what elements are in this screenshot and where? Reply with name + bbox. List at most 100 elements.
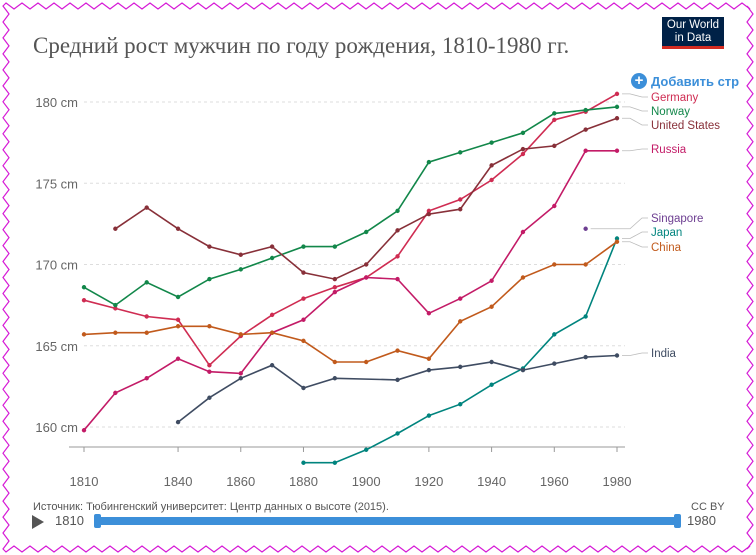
x-tick-label: 1900 <box>352 474 381 489</box>
x-tick-label: 1940 <box>477 474 506 489</box>
timeline-end-handle[interactable] <box>674 514 681 528</box>
series-line-china <box>83 241 618 363</box>
data-point-russia <box>238 371 243 376</box>
data-point-china <box>332 359 338 365</box>
data-point-india <box>458 364 463 370</box>
x-tick-label: 1960 <box>540 474 569 489</box>
data-point-china <box>363 359 369 365</box>
data-point-india <box>583 354 588 360</box>
data-point-germany <box>144 314 149 319</box>
data-point-japan <box>614 236 620 241</box>
data-point-russia <box>614 148 620 153</box>
data-point-united-states <box>395 228 400 233</box>
series-line-germany <box>83 93 618 367</box>
series-line-united-states <box>114 117 618 280</box>
legend-label-singapore: Singapore <box>651 213 703 225</box>
timeline-track[interactable] <box>96 517 678 525</box>
data-point-russia <box>426 311 432 316</box>
legend-label-india: India <box>651 348 677 360</box>
data-point-russia <box>301 317 306 322</box>
data-point-china <box>458 319 463 324</box>
data-point-germany <box>458 197 463 202</box>
add-country-button[interactable]: + Добавить стр <box>631 71 741 91</box>
data-point-japan <box>583 314 588 319</box>
y-tick-label: 180 cm <box>35 95 78 110</box>
data-point-india <box>175 419 181 425</box>
data-point-norway <box>489 140 494 145</box>
data-point-russia <box>332 289 338 295</box>
data-point-china <box>207 324 212 329</box>
data-point-united-states <box>614 116 620 121</box>
data-point-russia <box>175 356 181 361</box>
data-point-norway <box>238 267 243 272</box>
data-point-norway <box>175 294 181 300</box>
data-point-russia <box>583 148 588 153</box>
data-point-norway <box>552 111 557 116</box>
logo-line-1: Our World <box>666 19 720 31</box>
data-point-united-states <box>269 244 275 249</box>
timeline: 1810 1980 <box>30 512 730 534</box>
data-point-india <box>552 361 557 366</box>
data-point-united-states <box>175 226 181 231</box>
data-point-india <box>238 376 243 381</box>
data-point-china <box>113 330 118 335</box>
chart-title: Средний рост мужчин по году рождения, 18… <box>33 33 570 58</box>
data-point-india <box>301 385 306 391</box>
data-point-united-states <box>144 205 149 210</box>
data-point-norway <box>363 229 369 235</box>
data-point-united-states <box>301 270 306 275</box>
data-point-japan <box>458 402 463 407</box>
data-point-russia <box>458 296 463 301</box>
x-tick-label: 1920 <box>414 474 443 489</box>
data-point-germany <box>269 312 275 318</box>
data-point-norway <box>207 276 212 282</box>
data-point-norway <box>614 104 620 110</box>
data-point-germany <box>614 91 620 97</box>
data-point-russia <box>207 369 212 374</box>
data-point-norway <box>395 208 400 214</box>
legend-connector <box>622 352 648 356</box>
data-point-china <box>395 348 400 353</box>
data-point-india <box>332 376 338 381</box>
timeline-start-handle[interactable] <box>94 514 101 528</box>
legend-connector <box>590 217 648 230</box>
data-point-united-states <box>238 252 243 257</box>
data-point-united-states <box>458 207 463 212</box>
data-point-china <box>583 262 588 267</box>
data-point-norway <box>113 302 118 308</box>
data-point-russia <box>395 276 400 282</box>
data-point-united-states <box>552 143 557 149</box>
data-point-india <box>614 353 620 358</box>
data-point-china <box>614 239 620 244</box>
legend-label-russia: Russia <box>651 144 687 156</box>
data-point-india <box>520 367 526 373</box>
series-line-russia <box>83 150 617 431</box>
data-point-china <box>175 324 181 329</box>
play-icon[interactable] <box>32 515 44 529</box>
data-point-norway <box>269 255 275 261</box>
data-point-united-states <box>332 276 338 282</box>
legend-connector <box>622 231 648 239</box>
data-point-germany <box>332 285 338 290</box>
legend-label-united-states: United States <box>651 120 720 132</box>
x-tick-label: 1810 <box>70 474 99 489</box>
legend-label-germany: Germany <box>651 92 699 104</box>
data-point-united-states <box>583 127 588 132</box>
x-tick-label: 1880 <box>289 474 318 489</box>
owid-logo[interactable]: Our World in Data <box>662 17 724 49</box>
series-line-norway <box>83 106 618 307</box>
y-tick-label: 160 cm <box>35 420 78 435</box>
legend-label-china: China <box>651 242 682 254</box>
data-point-india <box>395 377 400 383</box>
data-point-united-states <box>520 146 526 152</box>
y-tick-label: 175 cm <box>35 176 78 191</box>
license-link[interactable]: CC BY <box>691 501 725 513</box>
data-point-united-states <box>489 163 494 168</box>
data-point-india <box>269 363 275 368</box>
data-point-germany <box>395 254 400 259</box>
timeline-end-label: 1980 <box>687 513 716 528</box>
data-point-singapore <box>583 226 588 231</box>
data-point-germany <box>207 363 212 368</box>
legend-connector <box>622 106 648 112</box>
data-point-norway <box>144 280 149 285</box>
